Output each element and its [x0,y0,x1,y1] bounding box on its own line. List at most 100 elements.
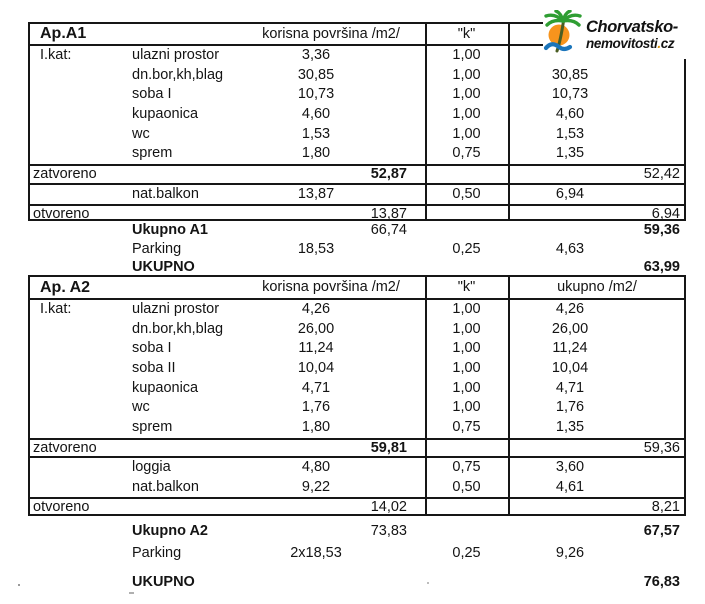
otvoreno-area-subtotal: 13,87 [370,206,407,223]
k-value: 1,00 [452,47,481,63]
scan-artifact-dot [18,584,20,586]
total-value: 4,61 [555,478,585,495]
parking-row: Parking 2x18,53 0,25 9,26 [30,540,686,562]
table-row: dn.bor,kh,blag 30,85 1,00 30,85 [30,66,684,86]
otvoreno-total: 6,94 [651,206,680,223]
room-name: kupaonica [132,106,199,123]
scan-artifact-dash [129,592,134,594]
palm-sun-wave-icon [543,8,585,61]
k-value: 0,75 [452,145,481,162]
area-value: 1,80 [301,145,331,162]
table-row: sprem 1,80 0,75 1,35 [30,418,684,438]
room-name: dn.bor,kh,blag [132,66,224,83]
area-value: 10,04 [297,360,335,377]
section-a1-table: Ap.A1 korisna površina /m2/ "k" I.kat: u… [28,22,686,223]
room-name: nat.balkon [132,185,199,202]
total-value: 1,53 [555,125,585,142]
parking-area: 2x18,53 [290,545,342,561]
room-name: wc [132,125,150,142]
room-name: soba II [132,360,176,377]
section-a2-title: Ap. A2 [40,279,91,296]
parking-total: 4,63 [555,241,585,257]
ukupno-row: Ukupno A2 73,83 67,57 [30,516,686,540]
parking-k: 0,25 [452,241,481,257]
total-value: 10,73 [551,86,589,103]
area-value: 4,80 [301,459,331,476]
col-header-area: korisna površina /m2/ [262,279,400,295]
k-value: 1,00 [452,320,481,337]
otvoreno-row: otvoreno 14,02 8,21 [30,497,684,517]
room-name: ulazni prostor [132,47,220,63]
room-name: kupaonica [132,379,199,396]
floor-label: I.kat: [40,301,72,317]
room-name: soba I [132,340,172,357]
grand-total-label: UKUPNO [132,259,195,275]
ukupno-total: 59,36 [643,222,680,238]
area-value: 9,22 [301,478,331,495]
area-value: 13,87 [297,185,335,202]
otvoreno-label: otvoreno [33,499,90,516]
ukupno-total: 67,57 [643,523,680,539]
chorvatsko-nemovitosti-logo: Chorvatsko- nemovitosti.cz [543,8,687,61]
k-value: 1,00 [452,66,481,83]
zatvoreno-row: zatvoreno 59,81 59,36 [30,437,684,459]
col-header-total: ukupno /m2/ [557,279,637,295]
logo-line1: Chorvatsko- [586,18,678,36]
grand-total-label: UKUPNO [132,574,195,590]
ukupno-area: 66,74 [370,222,407,238]
zatvoreno-total: 52,42 [643,166,680,183]
section-a2-table: Ap. A2 korisna površina /m2/ "k" ukupno … [28,275,686,516]
col-header-area: korisna površina /m2/ [262,26,400,42]
otvoreno-label: otvoreno [33,206,90,223]
area-value: 3,36 [301,47,331,63]
section-a1-summary: Ukupno A1 66,74 59,36 Parking 18,53 0,25… [30,221,686,277]
k-value: 1,00 [452,399,481,416]
total-value: 26,00 [551,320,589,337]
table-row: nat.balkon 13,87 0,50 6,94 [30,185,684,205]
parking-total: 9,26 [555,545,585,561]
ukupno-area: 73,83 [370,523,407,539]
parking-row: Parking 18,53 0,25 4,63 [30,240,686,258]
total-value: 1,76 [555,399,585,416]
table-row: wc 1,53 1,00 1,53 [30,125,684,145]
room-name: sprem [132,145,173,162]
total-value: 30,85 [551,66,589,83]
table-row: sprem 1,80 0,75 1,35 [30,144,684,164]
area-value: 4,26 [301,301,331,317]
column-divider [508,277,510,514]
total-value: 4,26 [555,301,585,317]
room-name: nat.balkon [132,478,199,495]
area-value: 11,24 [298,340,334,357]
area-value: 10,73 [297,86,335,103]
k-value: 1,00 [452,125,481,142]
area-value: 1,76 [301,399,331,416]
col-header-k: "k" [457,26,476,42]
otvoreno-area-subtotal: 14,02 [370,499,407,516]
room-name: loggia [132,459,171,476]
scan-artifact-dot [427,582,429,584]
logo-dot: . [657,36,661,51]
zatvoreno-label: zatvoreno [33,439,97,456]
grand-total-value: 76,83 [643,574,680,590]
table-row: dn.bor,kh,blag 26,00 1,00 26,00 [30,320,684,340]
zatvoreno-area-subtotal: 52,87 [370,166,407,183]
table-row: kupaonica 4,71 1,00 4,71 [30,379,684,399]
room-name: dn.bor,kh,blag [132,320,224,337]
table-row: I.kat: ulazni prostor 4,26 1,00 4,26 [30,300,684,320]
column-divider [425,24,427,219]
table-row: nat.balkon 9,22 0,50 4,61 [30,478,684,498]
room-name: sprem [132,419,173,436]
total-value: 1,35 [555,419,585,436]
table-row: kupaonica 4,60 1,00 4,60 [30,105,684,125]
otvoreno-total: 8,21 [651,499,680,516]
zatvoreno-total: 59,36 [643,439,680,456]
total-value: 4,60 [555,106,585,123]
logo-wordmark: Chorvatsko- nemovitosti.cz [586,18,678,52]
k-value: 1,00 [452,106,481,123]
logo-line2: nemovitosti.cz [586,36,675,51]
zatvoreno-area-subtotal: 59,81 [370,439,407,456]
grand-total-row: UKUPNO 76,83 [30,562,686,592]
k-value: 0,75 [452,459,481,476]
section-a1-header-row: Ap.A1 korisna površina /m2/ "k" [30,24,684,46]
area-value: 30,85 [297,66,335,83]
